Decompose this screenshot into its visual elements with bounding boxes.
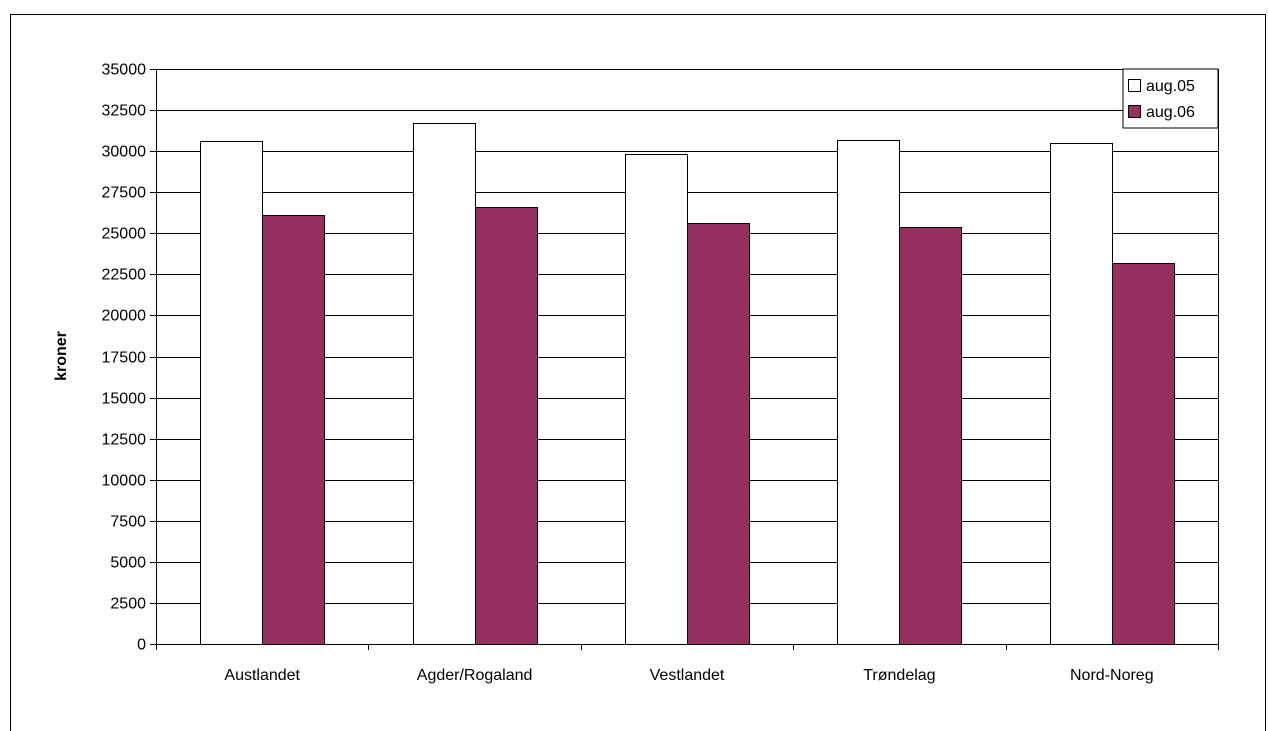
- bar-aug.05: [837, 140, 900, 645]
- y-tick-label: 12500: [102, 432, 147, 449]
- y-tick-label: 5000: [110, 555, 146, 572]
- bar-aug.05: [200, 141, 263, 645]
- y-tick-label: 7500: [110, 514, 146, 531]
- y-axis-label: kroner: [53, 331, 70, 381]
- bar-aug.06: [475, 207, 538, 645]
- bars: [200, 123, 1175, 645]
- x-category-label: Nord-Noreg: [1070, 667, 1154, 684]
- legend-swatch-aug.06: [1128, 105, 1141, 118]
- x-category-label: Vestlandet: [650, 667, 725, 684]
- y-tick-label: 20000: [102, 308, 147, 325]
- legend-label-aug.05: aug.05: [1146, 78, 1195, 95]
- bar-aug.06: [262, 215, 325, 645]
- y-tick-label: 17500: [102, 350, 147, 367]
- y-tick-labels: 0 2500 5000 7500 10000 12500 15000 17500 20000 22…: [102, 62, 147, 654]
- x-category-label: Agder/Rogaland: [417, 667, 533, 684]
- y-tick-label: 35000: [102, 62, 147, 79]
- y-tick-label: 32500: [102, 103, 147, 120]
- bar-aug.05: [1050, 143, 1113, 645]
- legend-label-aug.06: aug.06: [1146, 104, 1195, 121]
- y-tick-label: 27500: [102, 185, 147, 202]
- axes: [150, 69, 1219, 650]
- legend: aug.05 aug.06: [1122, 68, 1219, 129]
- legend-swatch-aug.05: [1128, 79, 1141, 92]
- bar-aug.05: [413, 123, 476, 645]
- y-tick-label: 22500: [102, 267, 147, 284]
- y-tick-label: 30000: [102, 144, 147, 161]
- x-category-label: Austlandet: [224, 667, 300, 684]
- y-tick-label: 2500: [110, 596, 146, 613]
- bar-aug.06: [899, 227, 962, 645]
- legend-box: [1122, 68, 1219, 129]
- y-tick-label: 0: [137, 637, 146, 654]
- bar-aug.06: [1112, 263, 1175, 645]
- x-category-labels: Austlandet Agder/Rogaland Vestlandet Trønde…: [224, 667, 1153, 684]
- y-tick-label: 15000: [102, 391, 147, 408]
- x-category-label: Trøndelag: [863, 667, 935, 684]
- y-tick-label: 25000: [102, 226, 147, 243]
- y-tick-label: 10000: [102, 473, 147, 490]
- bar-aug.05: [625, 154, 688, 645]
- bar-aug.06: [687, 223, 750, 645]
